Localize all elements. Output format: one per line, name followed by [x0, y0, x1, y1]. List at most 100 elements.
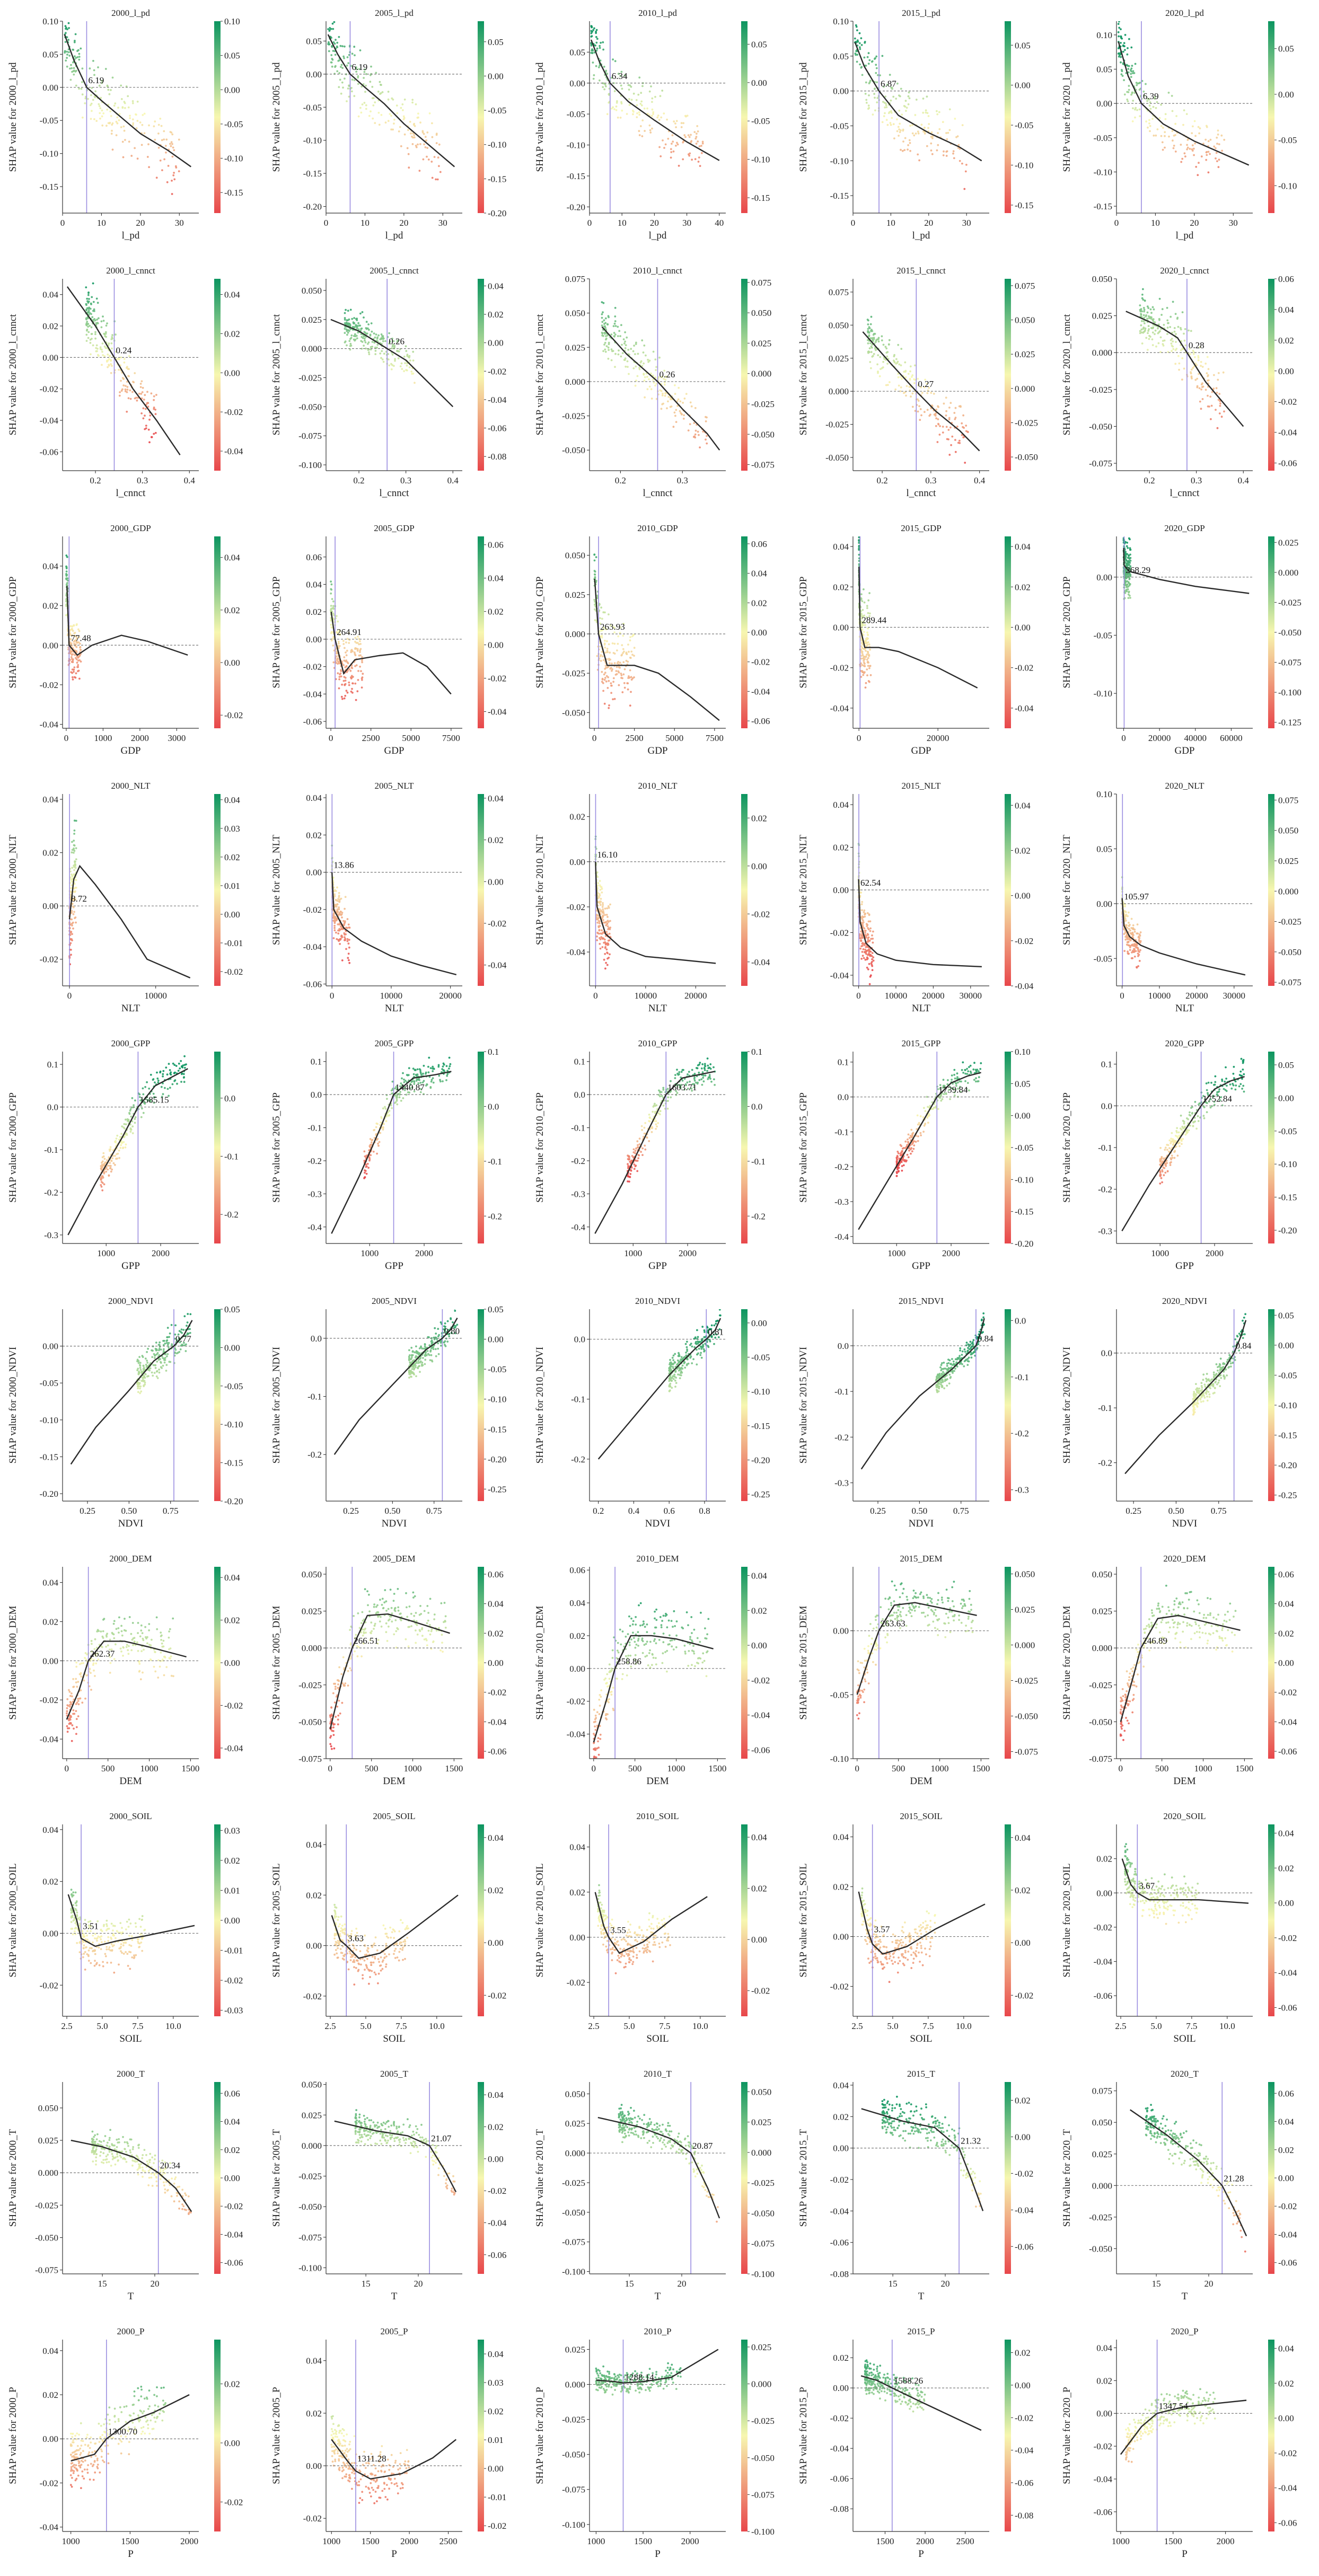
- data-point: [73, 634, 76, 637]
- data-point: [612, 58, 614, 61]
- data-point: [350, 677, 353, 680]
- data-point: [348, 632, 350, 634]
- fitted-curve: [590, 39, 720, 161]
- data-point: [146, 391, 148, 393]
- y-tick-label: -0.050: [562, 708, 585, 718]
- colorbar-tick-label: 0.04: [1015, 800, 1031, 810]
- data-point: [1220, 416, 1223, 418]
- data-point: [424, 136, 427, 138]
- data-point: [705, 420, 707, 422]
- x-axis-label: GDP: [384, 745, 404, 756]
- data-point: [370, 65, 372, 68]
- y-tick-label: -0.075: [1089, 458, 1112, 469]
- data-point: [889, 74, 891, 76]
- data-point: [613, 322, 616, 325]
- data-point: [71, 660, 73, 663]
- data-point: [595, 30, 597, 33]
- data-point: [102, 315, 104, 317]
- colorbar-tick-label: 0.00: [751, 78, 767, 88]
- data-point: [140, 144, 143, 146]
- data-point: [118, 394, 121, 397]
- colorbar-tick-label: -0.04: [488, 960, 507, 971]
- data-point: [911, 124, 913, 126]
- data-point: [617, 353, 620, 356]
- data-point: [95, 350, 98, 352]
- data-point: [338, 678, 340, 681]
- data-point: [608, 658, 610, 660]
- data-point: [1155, 345, 1157, 348]
- y-tick-label: -0.025: [1089, 385, 1112, 395]
- data-point: [606, 73, 609, 75]
- data-point: [1146, 317, 1148, 320]
- data-point: [1145, 337, 1148, 339]
- data-point: [1143, 308, 1146, 311]
- data-point: [1123, 523, 1125, 525]
- data-point: [93, 308, 95, 311]
- y-tick-label: -0.10: [1094, 689, 1112, 699]
- data-point: [1128, 590, 1130, 593]
- data-point: [631, 654, 634, 656]
- data-point: [909, 142, 911, 144]
- colorbar-tick-label: 0.00: [1278, 366, 1294, 376]
- data-point: [75, 858, 77, 861]
- data-point: [139, 386, 142, 389]
- data-point: [71, 884, 73, 886]
- data-point: [1200, 365, 1202, 367]
- data-point: [115, 350, 117, 353]
- data-point: [342, 86, 344, 89]
- data-point: [1164, 146, 1166, 149]
- data-point: [874, 109, 876, 112]
- data-point: [904, 361, 907, 364]
- data-point: [863, 672, 865, 674]
- colorbar: [1005, 279, 1011, 471]
- data-point: [867, 323, 869, 325]
- data-point: [1169, 315, 1172, 318]
- data-point: [345, 308, 347, 311]
- data-point: [367, 323, 370, 325]
- data-point: [1140, 324, 1142, 327]
- y-tick-label: -0.15: [303, 169, 322, 179]
- colorbar-tick-label: 0.05: [1278, 44, 1294, 54]
- data-point: [374, 336, 376, 339]
- data-point: [1138, 82, 1140, 84]
- data-point: [136, 399, 138, 402]
- data-point: [605, 345, 608, 347]
- y-tick-label: 0.000: [302, 344, 322, 354]
- data-point: [613, 642, 616, 645]
- data-point: [1172, 147, 1175, 149]
- data-point: [67, 39, 69, 41]
- data-point: [601, 671, 603, 673]
- data-point: [675, 409, 678, 411]
- scatter-points: [344, 308, 416, 384]
- data-point: [861, 608, 864, 611]
- data-point: [701, 152, 703, 154]
- data-point: [71, 903, 74, 905]
- data-point: [922, 111, 925, 114]
- data-point: [610, 348, 613, 351]
- data-point: [679, 400, 682, 403]
- data-point: [435, 142, 438, 144]
- data-point: [641, 119, 644, 122]
- data-point: [87, 294, 90, 296]
- data-point: [873, 353, 875, 355]
- data-point: [911, 392, 914, 395]
- data-point: [868, 592, 870, 594]
- data-point: [1131, 65, 1133, 67]
- data-point: [670, 151, 673, 153]
- data-point: [1154, 329, 1157, 332]
- data-point: [602, 904, 604, 906]
- data-point: [614, 320, 617, 322]
- y-axis-label: SHAP value for 2005_NLT: [271, 835, 282, 946]
- data-point: [359, 107, 362, 109]
- data-point: [658, 119, 661, 121]
- data-point: [75, 646, 78, 648]
- data-point: [1140, 328, 1143, 331]
- data-point: [653, 382, 655, 384]
- data-point: [887, 112, 890, 114]
- data-point: [330, 592, 332, 595]
- data-point: [357, 83, 359, 85]
- data-point: [64, 51, 66, 54]
- y-tick-label: -0.02: [567, 902, 585, 912]
- data-point: [405, 369, 407, 371]
- data-point: [100, 326, 103, 329]
